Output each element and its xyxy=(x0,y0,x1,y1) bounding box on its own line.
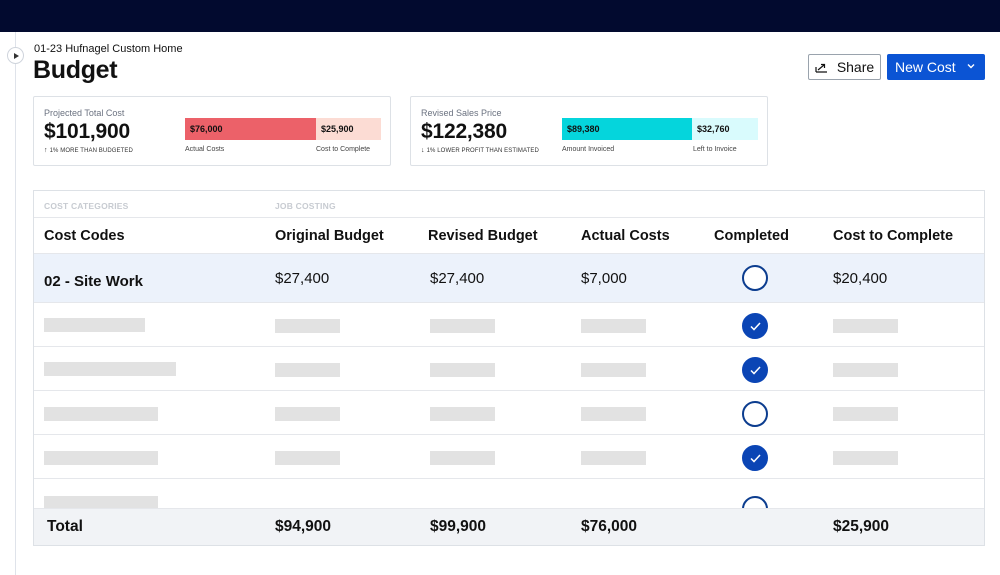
placeholder-bar xyxy=(275,451,340,465)
completed-checkbox[interactable] xyxy=(742,265,768,291)
top-bar xyxy=(0,0,1000,32)
share-icon xyxy=(815,63,827,73)
actual-costs-segment: $76,000 xyxy=(185,118,316,140)
table-row[interactable] xyxy=(34,346,984,391)
column-revised-budget[interactable]: Revised Budget xyxy=(428,228,538,244)
arrow-up-icon: ↑ xyxy=(44,147,48,154)
placeholder-bar xyxy=(581,451,646,465)
sales-price-bar: $89,380 $32,760 xyxy=(562,118,758,140)
actual-costs-cell: $7,000 xyxy=(581,270,627,287)
project-name: 01-23 Hufnagel Custom Home xyxy=(34,43,183,55)
cost-to-complete-cell: $20,400 xyxy=(833,270,888,287)
left-to-invoice-caption: Left to Invoice xyxy=(693,146,737,153)
revised-budget-cell: $27,400 xyxy=(430,270,485,287)
column-original-budget[interactable]: Original Budget xyxy=(275,228,384,244)
completed-checkbox[interactable] xyxy=(742,357,768,383)
placeholder-bar xyxy=(833,451,898,465)
total-original-budget: $94,900 xyxy=(275,518,332,535)
totals-label: Total xyxy=(47,518,83,535)
placeholder-bar xyxy=(833,319,898,333)
placeholder-bar xyxy=(581,363,646,377)
sales-price-note: ↓ 1% LOWER PROFIT THAN ESTIMATED xyxy=(421,147,539,154)
projected-cost-note: ↑ 1% MORE THAN BUDGETED xyxy=(44,147,133,154)
amount-invoiced-caption: Amount Invoiced xyxy=(562,146,615,153)
table-row[interactable] xyxy=(34,434,984,479)
placeholder-bar xyxy=(581,407,646,421)
group-cost-categories: COST CATEGORIES xyxy=(44,201,129,211)
side-rail xyxy=(15,32,16,575)
placeholder-bar xyxy=(430,451,495,465)
left-to-invoice-segment: $32,760 xyxy=(692,118,758,140)
placeholder-bar xyxy=(44,496,158,510)
placeholder-bar xyxy=(44,362,176,376)
chevron-down-icon[interactable] xyxy=(967,62,975,70)
budget-table: COST CATEGORIES JOB COSTING Cost Codes O… xyxy=(33,190,985,546)
projected-cost-label: Projected Total Cost xyxy=(44,108,125,118)
placeholder-bar xyxy=(833,407,898,421)
cost-to-complete-segment: $25,900 xyxy=(316,118,381,140)
placeholder-bar xyxy=(44,407,158,421)
completed-checkbox[interactable] xyxy=(742,401,768,427)
amount-invoiced-segment: $89,380 xyxy=(562,118,692,140)
projected-cost-value: $101,900 xyxy=(44,120,130,143)
cost-to-complete-caption: Cost to Complete xyxy=(316,146,371,153)
placeholder-bar xyxy=(44,318,145,332)
checkmark-icon xyxy=(750,366,761,375)
expand-panel-button[interactable] xyxy=(7,47,24,64)
original-budget-cell: $27,400 xyxy=(275,270,330,287)
placeholder-bar xyxy=(430,407,495,421)
placeholder-bar xyxy=(430,363,495,377)
total-revised-budget: $99,900 xyxy=(430,518,487,535)
placeholder-bar xyxy=(275,319,340,333)
table-row-site-work[interactable]: 02 - Site Work $27,400 $27,400 $7,000 $2… xyxy=(34,253,984,303)
column-cost-to-complete[interactable]: Cost to Complete xyxy=(833,228,954,244)
share-button[interactable]: Share xyxy=(808,54,881,80)
cost-code-cell: 02 - Site Work xyxy=(44,273,143,290)
new-cost-button-label: New Cost xyxy=(895,59,956,75)
new-cost-button[interactable]: New Cost xyxy=(887,54,985,80)
actual-costs-caption: Actual Costs xyxy=(185,146,225,153)
column-actual-costs[interactable]: Actual Costs xyxy=(581,228,670,244)
group-job-costing: JOB COSTING xyxy=(275,201,336,211)
table-group-header: COST CATEGORIES JOB COSTING xyxy=(34,191,984,218)
total-actual-costs: $76,000 xyxy=(581,518,638,535)
share-button-label: Share xyxy=(836,59,875,75)
column-cost-codes[interactable]: Cost Codes xyxy=(44,228,125,244)
sales-price-label: Revised Sales Price xyxy=(421,108,502,118)
placeholder-bar xyxy=(833,363,898,377)
checkmark-icon xyxy=(750,454,761,463)
placeholder-bar xyxy=(430,319,495,333)
projected-cost-bar: $76,000 $25,900 xyxy=(185,118,381,140)
page-title: Budget xyxy=(33,56,118,84)
placeholder-bar xyxy=(581,319,646,333)
placeholder-bar xyxy=(44,451,158,465)
table-row[interactable] xyxy=(34,302,984,347)
projected-cost-card: Projected Total Cost $101,900 ↑ 1% MORE T… xyxy=(33,96,391,166)
sales-price-value: $122,380 xyxy=(421,120,507,143)
table-row[interactable] xyxy=(34,390,984,435)
arrow-down-icon: ↓ xyxy=(421,147,425,154)
total-cost-to-complete: $25,900 xyxy=(833,518,890,535)
completed-checkbox[interactable] xyxy=(742,445,768,471)
play-icon xyxy=(13,52,19,59)
placeholder-bar xyxy=(275,407,340,421)
completed-checkbox[interactable] xyxy=(742,313,768,339)
checkmark-icon xyxy=(750,322,761,331)
sales-price-card: Revised Sales Price $122,380 ↓ 1% LOWER P… xyxy=(410,96,768,166)
totals-row: Total $94,900 $99,900 $76,000 $25,900 xyxy=(34,508,984,545)
table-header: Cost Codes Original Budget Revised Budge… xyxy=(34,218,984,253)
column-completed[interactable]: Completed xyxy=(714,228,789,244)
placeholder-bar xyxy=(275,363,340,377)
